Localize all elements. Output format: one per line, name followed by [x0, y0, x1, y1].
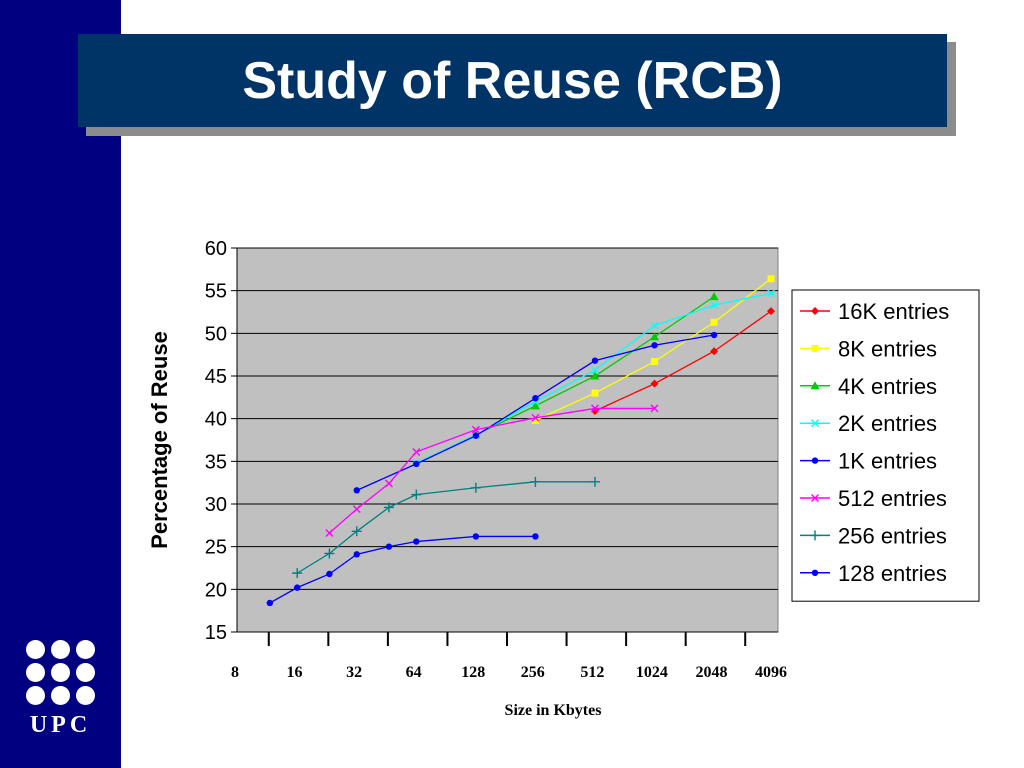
data-point — [325, 529, 334, 538]
y-tick-label: 25 — [205, 537, 227, 559]
data-point — [650, 379, 659, 388]
x-tick-label: 32 — [346, 664, 362, 681]
legend-marker — [811, 344, 819, 352]
legend-label: 2K entries — [838, 411, 937, 436]
data-point — [532, 533, 539, 540]
legend-label: 256 entries — [838, 523, 947, 548]
data-point — [530, 401, 540, 410]
legend-marker — [810, 381, 820, 390]
data-point — [650, 332, 660, 341]
data-point — [651, 357, 659, 365]
data-point — [590, 404, 599, 413]
legend-marker — [810, 530, 820, 541]
data-point — [352, 505, 361, 514]
legend-label: 4K entries — [838, 374, 937, 399]
legend-label: 512 entries — [838, 486, 947, 511]
y-tick-label: 45 — [205, 366, 227, 388]
data-point — [472, 533, 480, 540]
legend-label: 8K entries — [838, 336, 937, 361]
plot-area — [236, 247, 779, 633]
data-point — [530, 476, 541, 487]
data-point — [293, 584, 301, 591]
logo-text: UPC — [29, 712, 92, 738]
data-point — [589, 476, 600, 487]
data-point — [385, 543, 393, 550]
data-point — [710, 301, 719, 310]
data-point — [767, 275, 775, 283]
legend — [791, 289, 980, 602]
legend-marker — [811, 419, 819, 428]
data-point — [412, 447, 421, 456]
data-point — [266, 599, 274, 607]
x-tick-label: 2048 — [695, 664, 727, 681]
series-line-5 — [328, 407, 655, 534]
data-point — [324, 548, 335, 559]
y-tick-label: 20 — [205, 579, 227, 601]
legend-label: 1K entries — [838, 449, 937, 474]
data-point — [383, 502, 394, 513]
y-tick-label: 60 — [205, 238, 227, 260]
x-tick-label: 512 — [580, 664, 604, 681]
legend-marker — [811, 569, 819, 576]
y-tick-label: 30 — [205, 494, 227, 516]
y-tick-label: 55 — [205, 281, 227, 303]
y-tick-label: 15 — [205, 622, 227, 644]
legend-marker — [811, 457, 819, 464]
y-tick-label: 40 — [205, 409, 227, 431]
x-tick-label: 256 — [521, 664, 545, 681]
x-tick-label: 16 — [287, 664, 303, 681]
series-line-7 — [269, 535, 536, 604]
data-point — [413, 460, 420, 468]
x-axis-label: Size in Kbytes — [505, 702, 602, 719]
x-tick-label: 128 — [461, 664, 485, 681]
data-point — [710, 347, 719, 356]
legend-marker — [811, 494, 819, 502]
data-point — [650, 404, 659, 413]
x-tick-label: 4096 — [755, 664, 787, 681]
data-point — [353, 487, 360, 494]
data-point — [532, 394, 539, 402]
data-point — [351, 526, 362, 537]
upc-logo-icon — [26, 640, 98, 706]
x-tick-label: 1024 — [636, 664, 668, 681]
title-box: Study of Reuse (RCB) — [78, 34, 947, 127]
data-point — [710, 318, 718, 326]
legend-label: 16K entries — [838, 299, 949, 324]
y-axis-label: Percentage of Reuse — [147, 331, 172, 549]
data-point — [767, 307, 775, 316]
data-point — [651, 342, 658, 349]
y-tick-label: 35 — [205, 451, 227, 473]
data-point — [413, 538, 420, 545]
x-tick-label: 64 — [406, 664, 422, 681]
data-point — [650, 321, 659, 330]
data-point — [590, 371, 600, 380]
data-point — [531, 413, 540, 422]
data-point — [292, 568, 303, 579]
legend-label: 128 entries — [838, 561, 947, 586]
series-line-6 — [296, 481, 595, 574]
data-point — [411, 489, 422, 500]
data-point — [472, 432, 480, 439]
data-point — [591, 389, 599, 397]
data-point — [710, 331, 718, 339]
page-title: Study of Reuse (RCB) — [242, 51, 783, 110]
reuse-chart: 15 20 25 30 35 40 45 50 55 60 8 16 32 64 128 256 512 1024… — [147, 238, 980, 719]
y-tick-label: 50 — [205, 323, 227, 345]
data-point — [591, 357, 599, 364]
data-point — [326, 570, 333, 578]
data-point — [767, 289, 775, 298]
data-point — [471, 425, 480, 434]
series-line-0 — [594, 310, 772, 412]
data-point — [709, 292, 719, 301]
data-point — [353, 551, 360, 558]
data-point — [531, 416, 539, 424]
x-tick-label: 8 — [231, 664, 239, 681]
data-point — [470, 482, 481, 493]
data-point — [590, 366, 599, 375]
legend-marker — [811, 307, 819, 315]
data-point — [384, 479, 393, 488]
